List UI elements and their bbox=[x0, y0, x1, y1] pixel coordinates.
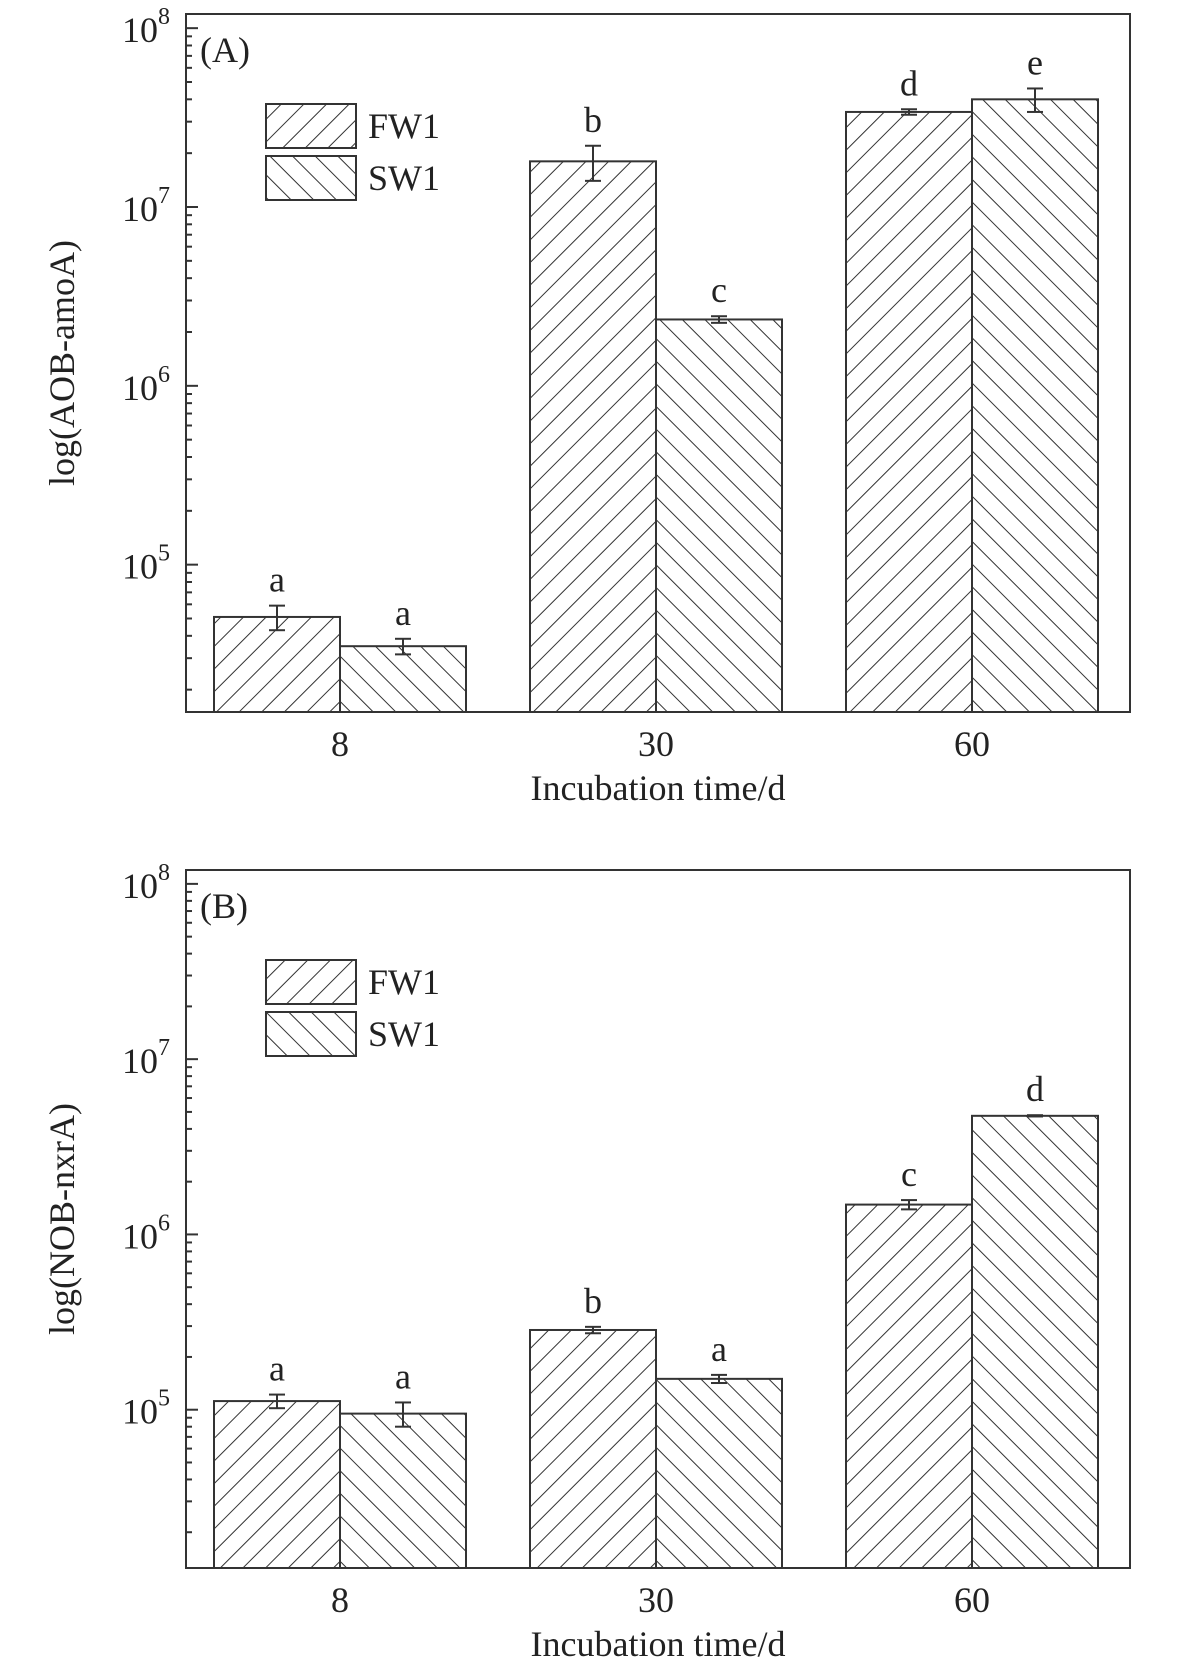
bar-fw1 bbox=[529, 1328, 657, 1570]
significance-label: e bbox=[1027, 42, 1043, 82]
y-tick-base: 10 bbox=[122, 189, 158, 229]
bar-fw1 bbox=[845, 110, 973, 713]
significance-label: a bbox=[269, 1349, 285, 1389]
significance-label: a bbox=[395, 593, 411, 633]
significance-label: a bbox=[395, 1356, 411, 1396]
bar-sw1 bbox=[971, 1114, 1099, 1569]
x-tick-label: 30 bbox=[638, 1580, 674, 1620]
y-axis-title: log(NOB-nxrA) bbox=[42, 1103, 82, 1335]
legend-label: SW1 bbox=[368, 1014, 440, 1054]
bar-fw1 bbox=[213, 1400, 341, 1569]
significance-label: a bbox=[269, 560, 285, 600]
y-tick-label: 106 bbox=[122, 1210, 170, 1256]
y-tick-exponent: 7 bbox=[158, 1035, 170, 1061]
bar-fw1 bbox=[845, 1203, 973, 1570]
legend-swatch-fw1 bbox=[265, 959, 357, 1005]
x-tick-label: 60 bbox=[954, 724, 990, 764]
panel-label: (A) bbox=[200, 30, 250, 70]
y-tick-label: 107 bbox=[122, 1035, 170, 1081]
legend-swatch-fw1 bbox=[265, 103, 357, 149]
bar-sw1 bbox=[339, 645, 467, 713]
legend-swatch-sw1 bbox=[265, 1011, 357, 1057]
y-tick-exponent: 8 bbox=[158, 860, 170, 886]
legend-label: FW1 bbox=[368, 106, 440, 146]
legend-label: SW1 bbox=[368, 158, 440, 198]
x-tick-label: 8 bbox=[331, 724, 349, 764]
y-tick-exponent: 6 bbox=[158, 362, 170, 388]
y-tick-base: 10 bbox=[122, 547, 158, 587]
y-tick-label: 105 bbox=[122, 1386, 170, 1432]
significance-label: c bbox=[711, 270, 727, 310]
legend-swatch-sw1 bbox=[265, 155, 357, 201]
y-tick-label: 106 bbox=[122, 362, 170, 408]
y-tick-exponent: 5 bbox=[158, 541, 170, 567]
y-tick-exponent: 8 bbox=[158, 4, 170, 30]
y-tick-exponent: 7 bbox=[158, 183, 170, 209]
y-axis-title: log(AOB-amoA) bbox=[42, 240, 82, 486]
y-tick-label: 105 bbox=[122, 541, 170, 587]
y-tick-label: 107 bbox=[122, 183, 170, 229]
bar-sw1 bbox=[971, 98, 1099, 713]
legend-label: FW1 bbox=[368, 962, 440, 1002]
significance-label: a bbox=[711, 1329, 727, 1369]
bar-fw1 bbox=[529, 160, 657, 713]
significance-label: d bbox=[900, 63, 918, 103]
bar-sw1 bbox=[339, 1412, 467, 1570]
y-tick-label: 108 bbox=[122, 4, 170, 50]
y-tick-base: 10 bbox=[122, 866, 158, 906]
x-tick-label: 8 bbox=[331, 1580, 349, 1620]
x-tick-label: 60 bbox=[954, 1580, 990, 1620]
x-tick-label: 30 bbox=[638, 724, 674, 764]
bar-sw1 bbox=[655, 1377, 783, 1569]
significance-label: c bbox=[901, 1154, 917, 1194]
y-tick-base: 10 bbox=[122, 10, 158, 50]
y-tick-base: 10 bbox=[122, 1216, 158, 1256]
bar-fw1 bbox=[213, 615, 341, 714]
y-tick-exponent: 5 bbox=[158, 1386, 170, 1412]
y-tick-base: 10 bbox=[122, 1041, 158, 1081]
panel-label: (B) bbox=[200, 886, 248, 926]
y-tick-label: 108 bbox=[122, 860, 170, 906]
significance-label: d bbox=[1026, 1069, 1044, 1109]
significance-label: b bbox=[584, 1281, 602, 1321]
significance-label: b bbox=[584, 100, 602, 140]
y-tick-base: 10 bbox=[122, 368, 158, 408]
x-axis-title: Incubation time/d bbox=[531, 1624, 786, 1664]
y-tick-exponent: 6 bbox=[158, 1210, 170, 1236]
x-axis-title: Incubation time/d bbox=[531, 768, 786, 808]
y-tick-base: 10 bbox=[122, 1392, 158, 1432]
bar-sw1 bbox=[655, 318, 783, 713]
